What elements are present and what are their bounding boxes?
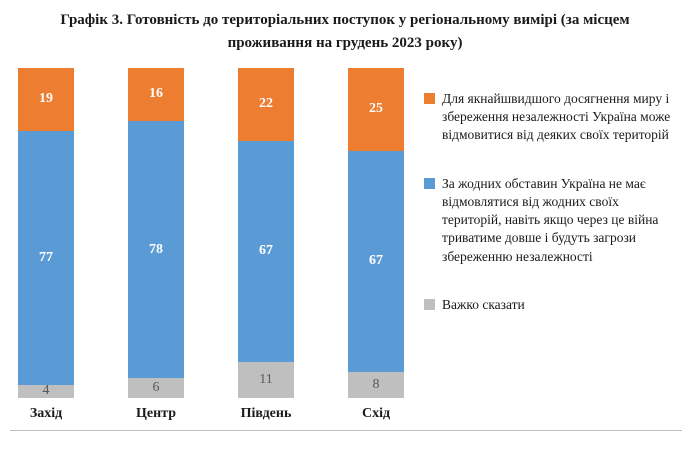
value-label: 11 [259,371,273,387]
bar-segment: 16 [128,68,184,121]
bar-segment: 67 [348,150,404,372]
value-label: 25 [369,101,383,117]
value-label: 8 [372,376,380,392]
bar-segment: 67 [238,140,294,362]
bar-segment: 6 [128,378,184,398]
bar-segment: 77 [18,130,74,385]
value-label: 19 [39,91,53,107]
bar-segment: 11 [238,361,294,398]
legend-label: Важко сказати [442,296,525,312]
legend-item: Важко сказати [424,296,678,314]
value-label: 77 [39,249,53,265]
category-label: Захід [29,406,63,421]
value-label: 78 [149,241,163,257]
bar-segment: 25 [348,68,404,151]
bar-column: 16 78 6 Центр [128,68,184,422]
bar-segment: 19 [18,68,74,131]
bar-segment: 4 [18,383,74,399]
stacked-bar: 19 77 4 [18,68,74,398]
category-label: Схід [361,406,391,421]
bar-column: 25 67 8 Схід [348,68,404,422]
bar-segment: 22 [238,68,294,141]
legend-label: Для якнайшвидшого досягнення миру і збер… [442,91,671,143]
chart-title: Графік 3. Готовність до територіальних п… [60,12,630,51]
stacked-bar: 25 67 8 [348,68,404,398]
value-label: 67 [259,243,273,259]
value-label: 4 [42,383,50,399]
value-label: 22 [259,96,273,112]
legend-item: За жодних обставин Україна не має відмов… [424,175,678,266]
category-label: Центр [135,406,176,421]
value-label: 16 [149,86,163,102]
legend-swatch-icon [424,298,435,310]
bar-column: 19 77 4 Захід [18,68,74,422]
legend-swatch-icon [424,93,435,104]
legend-swatch-icon [424,177,435,189]
chart-content: 19 77 4 Захід 16 78 6 Центр 22 67 11 Південь 25 67 8 Сх… [10,68,682,431]
plot-area: 19 77 4 Захід 16 78 6 Центр 22 67 11 Південь 25 67 8 Сх… [10,68,410,422]
value-label: 67 [369,253,383,269]
legend-label: За жодних обставин Україна не має відмов… [442,175,659,264]
stacked-bar: 22 67 11 [238,68,294,398]
legend: Для якнайшвидшого досягнення миру і збер… [410,68,682,344]
stacked-bar: 16 78 6 [128,68,184,398]
legend-item: Для якнайшвидшого досягнення миру і збер… [424,90,678,145]
bar-column: 22 67 11 Південь [238,68,294,422]
bar-segment: 8 [348,371,404,398]
value-label: 6 [152,380,160,396]
bar-segment: 78 [128,120,184,379]
category-label: Південь [240,406,292,421]
